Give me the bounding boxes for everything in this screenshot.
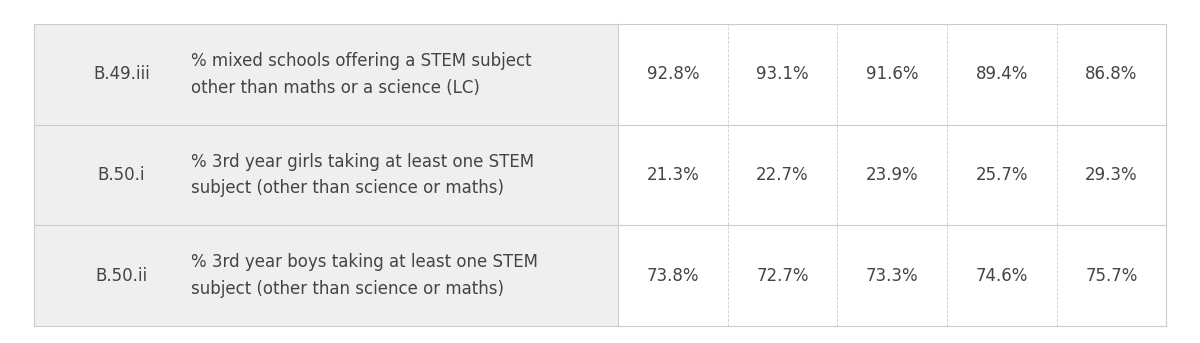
Text: 89.4%: 89.4%	[976, 65, 1028, 83]
Text: 25.7%: 25.7%	[976, 166, 1028, 184]
Text: B.50.i: B.50.i	[97, 166, 145, 184]
Text: B.50.ii: B.50.ii	[95, 267, 148, 285]
Text: 92.8%: 92.8%	[647, 65, 700, 83]
Bar	[34, 125, 618, 225]
Bar	[618, 125, 1166, 225]
Bar	[34, 225, 618, 326]
Text: 21.3%: 21.3%	[647, 166, 700, 184]
Text: B.49.iii: B.49.iii	[92, 65, 150, 83]
Text: 73.8%: 73.8%	[647, 267, 700, 285]
Text: 93.1%: 93.1%	[756, 65, 809, 83]
Text: 91.6%: 91.6%	[866, 65, 918, 83]
Text: % 3rd year boys taking at least one STEM
subject (other than science or maths): % 3rd year boys taking at least one STEM…	[191, 253, 539, 298]
Text: 22.7%: 22.7%	[756, 166, 809, 184]
Text: 29.3%: 29.3%	[1085, 166, 1138, 184]
Text: % mixed schools offering a STEM subject
other than maths or a science (LC): % mixed schools offering a STEM subject …	[191, 52, 532, 96]
Text: 23.9%: 23.9%	[866, 166, 918, 184]
Text: 73.3%: 73.3%	[866, 267, 918, 285]
Bar	[34, 24, 618, 125]
Bar	[618, 225, 1166, 326]
Text: % 3rd year girls taking at least one STEM
subject (other than science or maths): % 3rd year girls taking at least one STE…	[191, 153, 534, 197]
Text: 72.7%: 72.7%	[756, 267, 809, 285]
Text: 86.8%: 86.8%	[1085, 65, 1138, 83]
Bar	[618, 24, 1166, 125]
Text: 75.7%: 75.7%	[1085, 267, 1138, 285]
Text: 74.6%: 74.6%	[976, 267, 1028, 285]
